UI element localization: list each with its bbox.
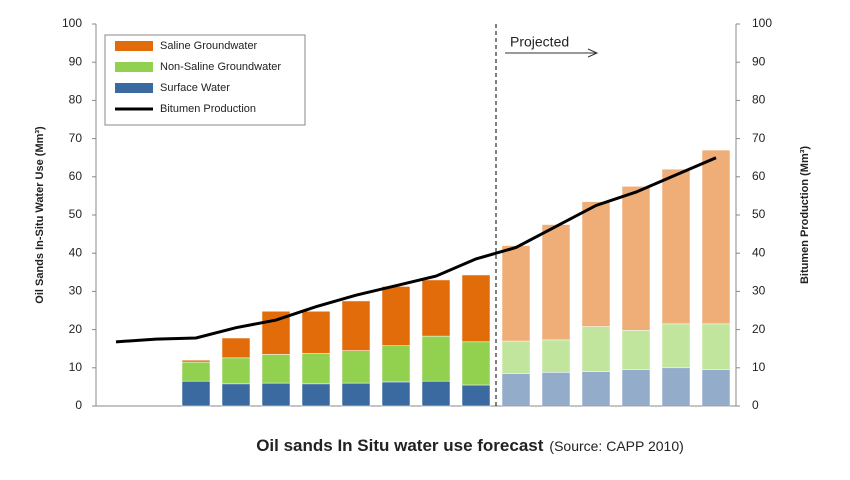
bar-segment [221,337,251,359]
y2-tick-label: 80 [752,93,766,107]
bar-segment [381,381,411,407]
bar-segment [421,279,451,337]
y2-tick-label: 40 [752,245,766,259]
y-tick-label: 70 [69,131,83,145]
bar-segment [181,359,211,363]
bar-segment [341,300,371,351]
subtitle: (Source: CAPP 2010) [549,438,683,454]
bar-segment [301,311,331,354]
y2-tick-label: 60 [752,169,766,183]
bar-segment [381,345,411,383]
y-tick-label: 10 [69,360,83,374]
y2-tick-label: 10 [752,360,766,374]
bar-segment [581,326,611,372]
y-tick-label: 40 [69,245,83,259]
legend-swatch [115,41,153,51]
y-tick-label: 0 [75,398,82,412]
legend-label: Surface Water [160,82,230,94]
bar-segment [661,323,691,369]
bar-segment [181,380,211,407]
bar-segment [701,369,731,407]
y2-tick-label: 50 [752,207,766,221]
bar-segment [541,224,571,341]
y2-tick-label: 90 [752,54,766,68]
y2-tick-label: 30 [752,284,766,298]
bar-segment [341,350,371,384]
y2-tick-label: 0 [752,398,759,412]
bar-segment [301,383,331,407]
legend-swatch [115,62,153,72]
bar-segment [501,340,531,374]
bar-segment [501,245,531,342]
bar-segment [381,286,411,346]
legend-label: Bitumen Production [160,103,256,115]
bar-segment [461,274,491,343]
bar-segment [501,373,531,407]
bar-segment [701,149,731,325]
y-tick-label: 100 [62,16,82,30]
bar-segment [661,367,691,407]
annotation: Projected [510,34,569,50]
bar-segment [621,330,651,370]
bar-segment [581,201,611,327]
bar-segment [421,380,451,407]
y-tick-label: 90 [69,54,83,68]
y-axis-label: Oil Sands In-Situ Water Use (Mm³) [34,126,46,304]
y2-axis-label: Bitumen Production (Mm³) [799,146,811,284]
bar-segment [301,353,331,385]
bar-segment [541,339,571,373]
bar-segment [221,357,251,385]
bar-segment [461,384,491,407]
bar-segment [341,382,371,407]
chart-title: Oil sands In Situ water use forecast (Sou… [256,436,684,455]
y2-tick-label: 70 [752,131,766,145]
y-tick-label: 60 [69,169,83,183]
bar-segment [181,361,211,382]
line [115,156,717,344]
y2-tick-label: 100 [752,16,772,30]
bar-segment [221,383,251,407]
bar-segment [541,372,571,407]
bar-segment [461,341,491,386]
bar-segment [621,186,651,331]
bar-segment [661,168,691,325]
bar-segment [421,335,451,382]
bar-segment [701,323,731,370]
legend-label: Non-Saline Groundwater [160,61,281,73]
y-tick-label: 50 [69,207,83,221]
y-tick-label: 30 [69,284,83,298]
legend-label: Saline Groundwater [160,40,258,52]
title: Oil sands In Situ water use forecast [256,436,544,455]
y2-tick-label: 20 [752,322,766,336]
y-tick-label: 80 [69,93,83,107]
bar-segment [261,354,291,384]
bar-segment [261,382,291,407]
annotation-arrow-head [587,48,599,58]
y-tick-label: 20 [69,322,83,336]
legend-swatch [115,83,153,93]
bar-segment [581,371,611,407]
bar-segment [621,369,651,407]
